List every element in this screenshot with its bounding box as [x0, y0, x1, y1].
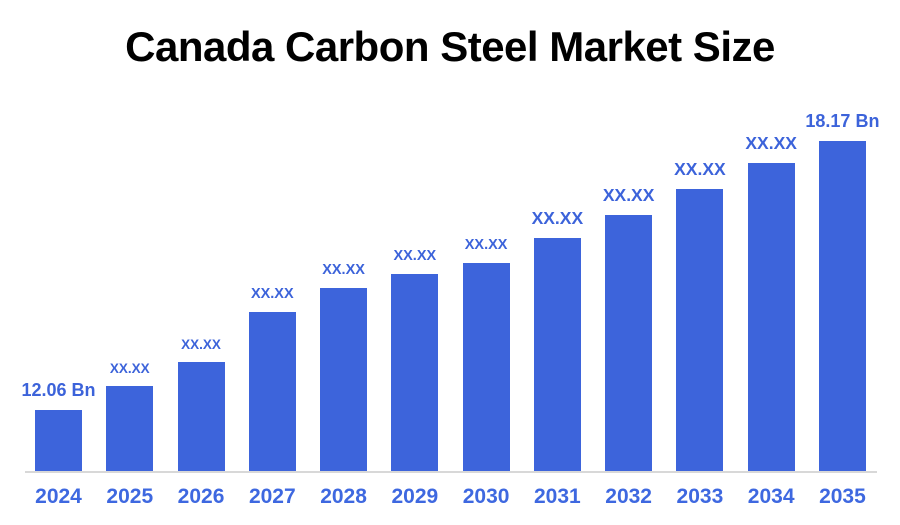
- x-tick-2032: 2032: [605, 485, 652, 511]
- bar-value-label-2024: 12.06 Bn: [21, 380, 96, 400]
- x-tick-2028: 2028: [320, 485, 367, 511]
- bar-value-label-2035: 18.17 Bn: [805, 111, 880, 131]
- bar-2033: XX.XX: [674, 160, 726, 471]
- bar-2028: XX.XX: [320, 262, 368, 471]
- x-tick-label: 2024: [35, 485, 82, 508]
- x-axis-line: [25, 471, 877, 473]
- bar-2031: XX.XX: [532, 209, 583, 471]
- x-tick-label: 2032: [605, 485, 652, 508]
- bar-value-label-2028: XX.XX: [322, 261, 365, 278]
- x-tick-2033: 2033: [676, 485, 724, 511]
- x-tick-2035: 2035: [819, 485, 866, 511]
- bar-value-label-2031: XX.XX: [531, 207, 584, 228]
- x-tick-2031: 2031: [534, 485, 581, 511]
- x-tick-label: 2025: [106, 485, 154, 508]
- bar-2025: XX.XX: [106, 361, 154, 471]
- x-tick-2027: 2027: [249, 485, 296, 511]
- x-tick-2029: 2029: [391, 485, 438, 511]
- x-tick-label: 2035: [819, 485, 866, 508]
- bar-2027: XX.XX: [248, 286, 296, 471]
- bar-value-label-2033: XX.XX: [674, 158, 726, 179]
- bar-value-label-2032: XX.XX: [602, 184, 655, 205]
- x-tick-label: 2031: [534, 485, 581, 508]
- x-tick-label: 2030: [462, 485, 510, 508]
- x-tick-label: 2026: [177, 485, 225, 508]
- bar-value-label-2029: XX.XX: [393, 247, 437, 264]
- x-tick-label: 2033: [676, 485, 724, 508]
- bar-2024: 12.06 Bn: [21, 381, 96, 471]
- bar-2030: XX.XX: [462, 237, 510, 471]
- bar-value-label-2027: XX.XX: [250, 285, 294, 302]
- bar-2035: 18.17 Bn: [805, 112, 879, 471]
- bar-2029: XX.XX: [391, 248, 439, 471]
- bar-value-label-2030: XX.XX: [464, 236, 508, 253]
- x-tick-label: 2029: [391, 485, 439, 508]
- x-tick-2026: 2026: [178, 485, 225, 511]
- x-tick-label: 2027: [248, 485, 296, 508]
- chart-title: Canada Carbon Steel Market Size: [125, 23, 775, 70]
- x-axis-tick-labels: 2024 2025 2026 2027 2028 2029 2030 2031 2032 2033…: [35, 485, 866, 511]
- x-tick-label: 2028: [320, 485, 367, 508]
- x-tick-label: 2034: [747, 485, 795, 508]
- x-tick-2025: 2025: [106, 485, 153, 511]
- bar-2026: XX.XX: [177, 337, 225, 471]
- bar-value-label-2026: XX.XX: [181, 336, 221, 352]
- bar-2034: XX.XX: [745, 134, 797, 471]
- bar-value-label-2034: XX.XX: [745, 132, 797, 153]
- bar-2032: XX.XX: [603, 186, 654, 471]
- bar-value-label-2025: XX.XX: [109, 360, 150, 376]
- x-tick-2034: 2034: [748, 485, 795, 511]
- x-tick-2030: 2030: [463, 485, 510, 511]
- bars-row: 12.06 Bn XX.XX XX.XX XX.XX XX.XX XX.XX XX.XX XX…: [21, 0, 879, 471]
- x-tick-2024: 2024: [35, 485, 82, 511]
